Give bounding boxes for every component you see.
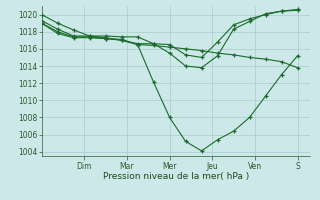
- X-axis label: Pression niveau de la mer( hPa ): Pression niveau de la mer( hPa ): [103, 172, 249, 181]
